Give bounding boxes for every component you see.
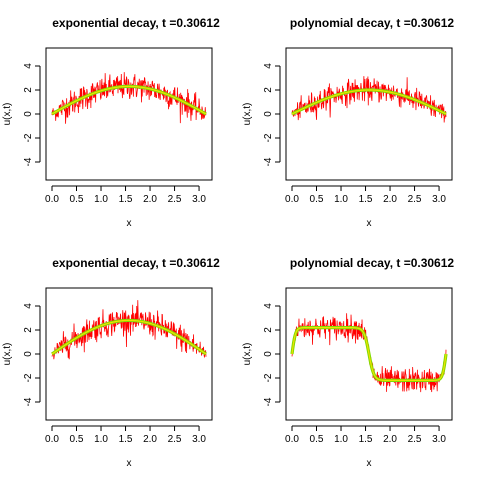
chart-title: polynomial decay, t =0.30612 <box>290 16 455 30</box>
chart-panel-1: exponential decay, t =0.30612 0.0 0.5 1.0 1.… <box>2 16 220 229</box>
y-axis-label: u(x,t) <box>242 103 253 126</box>
y-tick-label: 2 <box>23 87 34 93</box>
y-axis-label: u(x,t) <box>2 103 13 126</box>
y-tick-label: 0 <box>263 351 274 357</box>
x-tick-label: 3.0 <box>192 194 206 205</box>
plot-frame <box>45 287 213 421</box>
x-axis-label: x <box>127 458 132 469</box>
x-tick-label: 0.0 <box>45 434 59 445</box>
y-tick-label: 0 <box>23 111 34 117</box>
plot-frame <box>45 47 213 181</box>
x-tick-label: 1.0 <box>334 434 348 445</box>
y-tick-label: 4 <box>263 63 274 69</box>
x-tick-label: 0.5 <box>70 434 84 445</box>
x-tick-label: 1.0 <box>334 194 348 205</box>
x-tick-label: 0.0 <box>285 434 299 445</box>
y-tick-label: -2 <box>263 133 274 142</box>
chart-title: polynomial decay, t =0.30612 <box>290 256 455 270</box>
x-tick-label: 2.5 <box>408 194 422 205</box>
y-tick-label: -2 <box>23 373 34 382</box>
x-tick-label: 2.0 <box>383 194 397 205</box>
x-tick-label: 0.5 <box>70 194 84 205</box>
x-tick-label: 2.0 <box>383 434 397 445</box>
x-tick-label: 2.5 <box>168 434 182 445</box>
x-tick-label: 1.5 <box>119 194 133 205</box>
y-tick-label: 4 <box>23 303 34 309</box>
x-tick-label: 1.5 <box>119 434 133 445</box>
noisy-data-series <box>291 76 447 123</box>
chart-panel-4: polynomial decay, t =0.30612 0.0 0.5 1.0 1.5… <box>242 256 454 469</box>
x-tick-label: 1.5 <box>359 194 373 205</box>
x-tick-label: 0.0 <box>285 194 299 205</box>
y-tick-label: 4 <box>263 303 274 309</box>
x-axis-label: x <box>127 218 132 229</box>
x-tick-label: 2.0 <box>143 434 157 445</box>
y-tick-label: -2 <box>263 373 274 382</box>
fit-series-core <box>291 89 447 115</box>
x-tick-label: 0.5 <box>310 434 324 445</box>
x-tick-label: 2.5 <box>168 194 182 205</box>
y-tick-label: 2 <box>263 87 274 93</box>
y-tick-label: -4 <box>23 157 34 166</box>
x-axis-label: x <box>367 458 372 469</box>
x-tick-label: 0.5 <box>310 194 324 205</box>
chart-title: exponential decay, t =0.30612 <box>52 16 220 30</box>
x-tick-label: 3.0 <box>432 434 446 445</box>
y-axis-label: u(x,t) <box>242 343 253 366</box>
noisy-data-series <box>51 300 207 360</box>
x-tick-label: 3.0 <box>192 434 206 445</box>
chart-title: exponential decay, t =0.30612 <box>52 256 220 270</box>
y-tick-label: 2 <box>23 327 34 333</box>
x-tick-label: 1.5 <box>359 434 373 445</box>
y-tick-label: 0 <box>23 351 34 357</box>
y-tick-label: 0 <box>263 111 274 117</box>
y-tick-label: 4 <box>23 63 34 69</box>
x-tick-label: 3.0 <box>432 194 446 205</box>
y-tick-label: -4 <box>263 397 274 406</box>
y-tick-label: 2 <box>263 327 274 333</box>
y-tick-label: -4 <box>23 397 34 406</box>
x-tick-label: 1.0 <box>94 434 108 445</box>
x-tick-label: 0.0 <box>45 194 59 205</box>
y-axis-label: u(x,t) <box>2 343 13 366</box>
y-tick-label: -4 <box>263 157 274 166</box>
x-axis-label: x <box>367 218 372 229</box>
x-tick-label: 2.5 <box>408 434 422 445</box>
plot-frame <box>285 287 453 421</box>
x-tick-label: 1.0 <box>94 194 108 205</box>
fit-series-core <box>291 327 447 381</box>
chart-panel-3: exponential decay, t =0.30612 0.0 0.5 1.0 1.… <box>2 256 220 469</box>
y-tick-label: -2 <box>23 133 34 142</box>
chart-panel-2: polynomial decay, t =0.30612 0.0 0.5 1.0 1.5… <box>242 16 454 229</box>
fit-series-core <box>51 85 207 115</box>
plot-frame <box>285 47 453 181</box>
x-tick-label: 2.0 <box>143 194 157 205</box>
noisy-data-series <box>51 72 207 124</box>
fit-series-core <box>51 319 207 355</box>
